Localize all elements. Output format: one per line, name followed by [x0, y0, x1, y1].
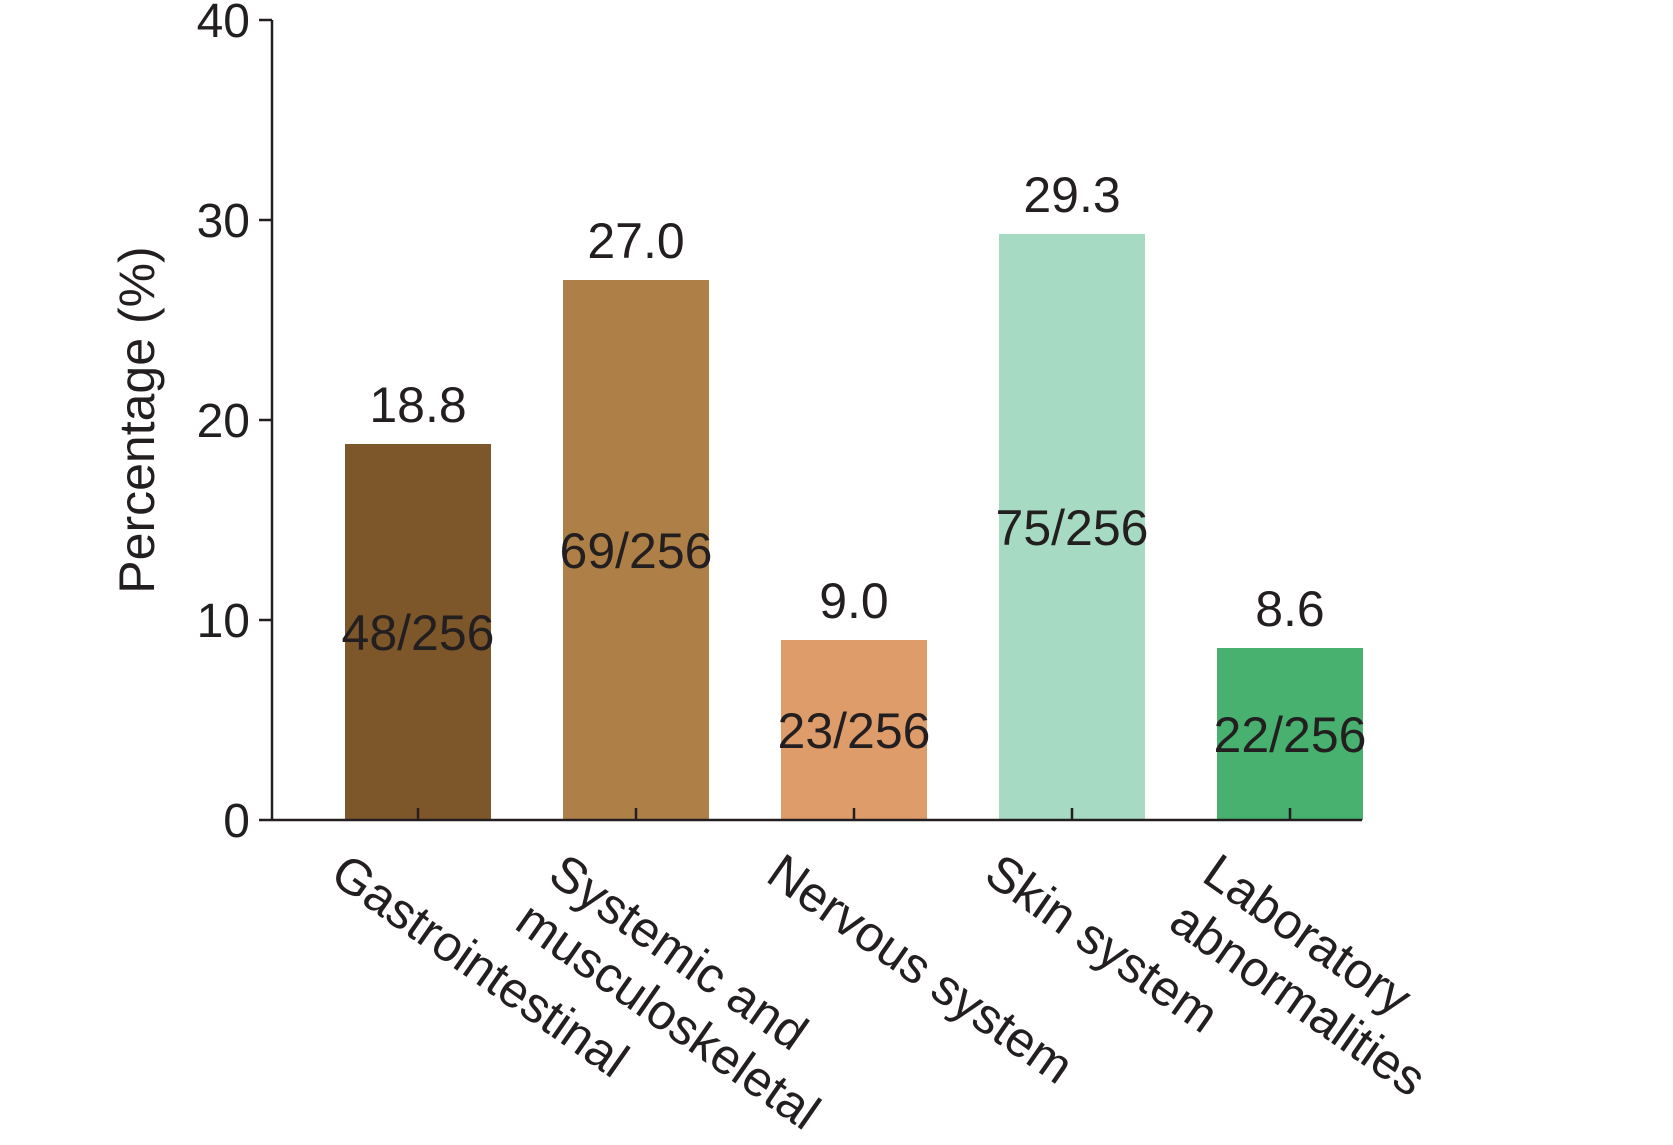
y-tick-label: 0	[223, 795, 250, 848]
count-label: 48/256	[342, 605, 495, 661]
x-ticks-group	[416, 808, 1292, 820]
bar	[345, 444, 491, 820]
bar	[999, 234, 1145, 820]
bar	[563, 280, 709, 820]
y-tick-label: 10	[197, 595, 250, 648]
bar	[1217, 648, 1363, 820]
value-label: 18.8	[369, 377, 466, 433]
bar	[781, 640, 927, 820]
value-label: 9.0	[819, 573, 889, 629]
y-tick-label: 20	[197, 395, 250, 448]
bars-group	[345, 234, 1363, 820]
y-tick-label: 30	[197, 195, 250, 248]
data-labels-group: 18.8 48/256 27.0 69/256 9.0 23/256 29.3 75/256 8…	[342, 167, 1367, 763]
value-label: 29.3	[1023, 167, 1120, 223]
value-label: 8.6	[1255, 581, 1325, 637]
count-label: 22/256	[1214, 707, 1367, 763]
y-ticks-group: 0 10 20 30 40	[197, 0, 272, 848]
count-label: 23/256	[778, 703, 931, 759]
value-label: 27.0	[587, 213, 684, 269]
count-label: 69/256	[560, 523, 713, 579]
y-axis-title: Percentage (%)	[109, 246, 165, 593]
y-tick-label: 40	[197, 0, 250, 48]
count-label: 75/256	[996, 500, 1149, 556]
